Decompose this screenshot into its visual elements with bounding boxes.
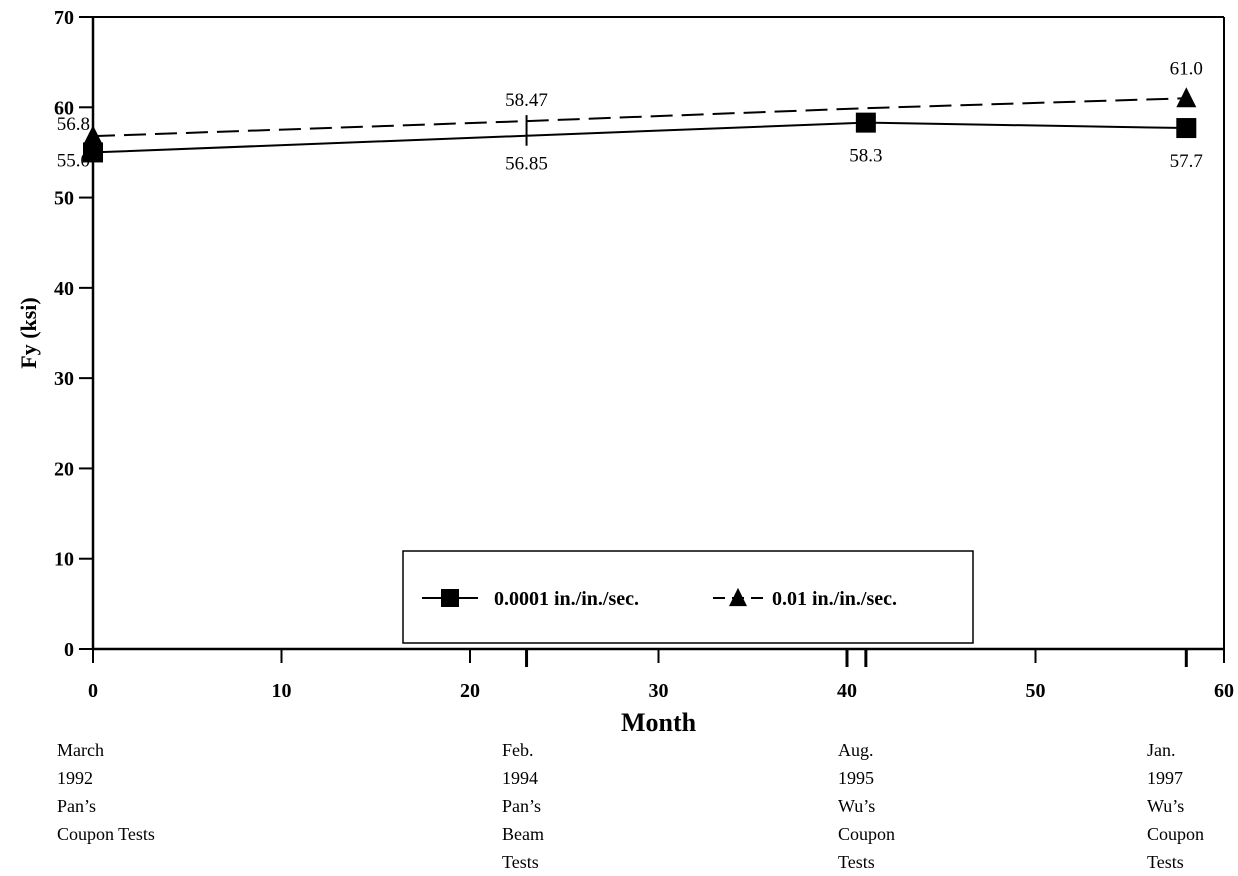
legend: 0.0001 in./in./sec. 0.01 in./in./sec.: [402, 550, 974, 644]
event-annotation-line: Pan’s: [502, 796, 542, 816]
legend-triangle-marker: [729, 587, 747, 607]
x-tick-label: 60: [1214, 680, 1234, 702]
series-line-1: [92, 121, 1187, 154]
series-1-point: [855, 112, 876, 133]
y-tick-label: 10: [54, 549, 74, 571]
event-annotation-line: Coupon Tests: [57, 824, 155, 844]
data-label: 56.85: [505, 154, 548, 175]
y-axis-title: Fy (ksi): [16, 297, 41, 369]
event-annotation-line: 1997: [1147, 768, 1183, 788]
event-annotation-line: Wu’s: [1147, 796, 1185, 816]
y-tick-label: 60: [54, 97, 74, 119]
event-annotation-line: 1995: [838, 768, 874, 788]
data-label: 58.3: [849, 146, 882, 167]
data-label: 57.7: [1170, 151, 1203, 172]
event-annotation-line: Tests: [1147, 852, 1184, 872]
series-layer: [83, 87, 1197, 163]
series-2-point: [1176, 87, 1197, 108]
x-axis-title: Month: [621, 708, 697, 737]
series-2-point: [83, 125, 103, 146]
data-label: 61.0: [1170, 58, 1203, 79]
event-annotation-line: Pan’s: [57, 796, 97, 816]
event-annotation-line: Beam: [502, 824, 544, 844]
y-tick-label: 40: [54, 278, 74, 300]
y-tick-label: 20: [54, 458, 74, 480]
event-annotation: March 1992 Pan’s Coupon Tests: [57, 736, 155, 848]
axes: 0 10 20 30 40 50 60 70 0 10 20 30 40 50 60 Month Fy (ksi…: [16, 7, 1234, 737]
x-tick-label: 30: [649, 680, 669, 702]
event-annotation-line: Jan.: [1147, 740, 1176, 760]
event-annotation-line: Wu’s: [838, 796, 876, 816]
y-tick-label: 50: [54, 188, 74, 210]
x-tick-label: 0: [88, 680, 98, 702]
event-annotation-line: Tests: [502, 852, 539, 872]
x-tick-label: 20: [460, 680, 480, 702]
y-tick-label: 0: [64, 639, 74, 661]
data-label: 55.0: [57, 150, 90, 171]
event-annotation: Aug. 1995 Wu’s Coupon Tests: [838, 736, 895, 876]
event-annotation-line: 1994: [502, 768, 538, 788]
legend-box: [402, 550, 974, 644]
data-labels: 55.0 56.85 58.3 57.7 56.8 58.47 61.0: [57, 58, 1203, 174]
series-1-point: [1176, 118, 1197, 139]
x-tick-label: 40: [837, 680, 857, 702]
event-annotation-line: Coupon: [838, 824, 896, 844]
event-annotation-line: Feb.: [502, 740, 534, 760]
x-tick-label: 50: [1026, 680, 1046, 702]
event-annotation: Feb. 1994 Pan’s Beam Tests: [502, 736, 544, 876]
event-annotation-line: Tests: [838, 852, 875, 872]
series-line-2: [92, 97, 1187, 138]
legend-label-2: 0.01 in./in./sec.: [772, 588, 897, 610]
event-annotation-line: Aug.: [838, 740, 874, 760]
data-label: 56.8: [57, 114, 90, 135]
event-annotation-line: Coupon: [1147, 824, 1205, 844]
y-tick-label: 30: [54, 368, 74, 390]
legend-square-marker: [441, 589, 459, 607]
x-tick-label: 10: [272, 680, 292, 702]
event-annotation: Jan. 1997 Wu’s Coupon Tests: [1147, 736, 1204, 876]
y-tick-label: 70: [54, 7, 74, 29]
data-label: 58.47: [505, 90, 548, 111]
event-annotation-line: March: [57, 740, 104, 760]
event-annotation-line: 1992: [57, 768, 93, 788]
series-1-point: [83, 142, 103, 163]
legend-label-1: 0.0001 in./in./sec.: [494, 588, 639, 610]
